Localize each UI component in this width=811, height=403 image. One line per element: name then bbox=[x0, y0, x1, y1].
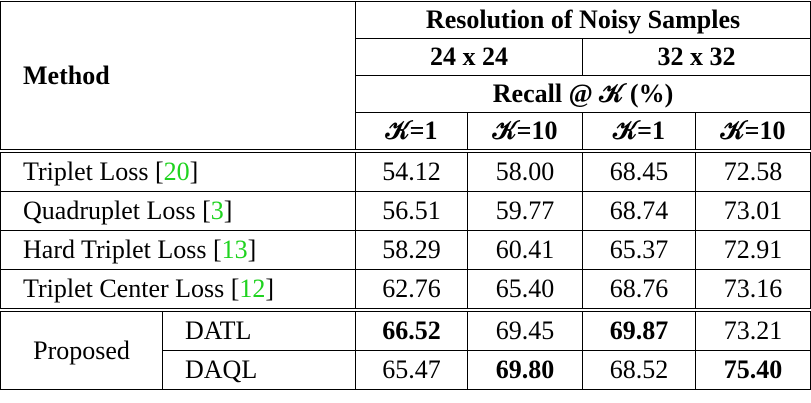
value-cell: 65.37 bbox=[582, 230, 697, 270]
table-row: Quadruplet Loss [3] 56.51 59.77 68.74 73.01 bbox=[0, 191, 811, 231]
k-label: 𝒦=10 bbox=[695, 112, 811, 153]
value-cell: 69.45 bbox=[467, 308, 584, 351]
value-cell: 73.16 bbox=[695, 269, 811, 311]
metric-header: Recall @ 𝒦 (%) bbox=[355, 75, 811, 113]
value-cell: 73.01 bbox=[695, 191, 811, 231]
table-row: Triplet Loss [20] 54.12 58.00 68.45 72.58 bbox=[0, 150, 811, 192]
method-text: Hard Triplet Loss [ bbox=[23, 235, 222, 264]
method-cell: Quadruplet Loss [3] bbox=[0, 191, 357, 231]
value-cell: 68.74 bbox=[582, 191, 697, 231]
group-label: Proposed bbox=[0, 308, 163, 390]
method-text: Triplet Loss [ bbox=[23, 157, 164, 186]
value-cell: 68.52 bbox=[582, 350, 697, 390]
citation: 12 bbox=[239, 274, 266, 303]
value-cell: 58.29 bbox=[355, 230, 469, 270]
method-cell: Hard Triplet Loss [13] bbox=[0, 230, 357, 270]
results-table: Method Resolution of Noisy Samples 24 x … bbox=[0, 1, 811, 390]
method-cell: Triplet Center Loss [12] bbox=[0, 269, 357, 311]
value-cell: 72.91 bbox=[695, 230, 811, 270]
method-cell: Triplet Loss [20] bbox=[0, 150, 357, 192]
citation: 13 bbox=[221, 235, 248, 264]
value-cell: 56.51 bbox=[355, 191, 469, 231]
value-cell: 68.76 bbox=[582, 269, 697, 311]
method-text: ] bbox=[265, 274, 275, 303]
table-row: Proposed DATL 66.52 69.45 69.87 73.21 bbox=[0, 308, 811, 390]
value-cell: 65.47 bbox=[355, 350, 469, 390]
citation: 3 bbox=[210, 196, 224, 225]
value-cell: 59.77 bbox=[467, 191, 584, 231]
method-cell: DATL bbox=[161, 308, 357, 351]
value-cell: 60.41 bbox=[467, 230, 584, 270]
value-cell: 75.40 bbox=[695, 350, 811, 390]
method-header: Method bbox=[0, 1, 357, 153]
method-text: ] bbox=[247, 235, 257, 264]
value-cell: 54.12 bbox=[355, 150, 469, 192]
method-text: ] bbox=[189, 157, 199, 186]
method-cell: DAQL bbox=[161, 350, 357, 390]
table-row: Hard Triplet Loss [13] 58.29 60.41 65.37 72.… bbox=[0, 230, 811, 270]
res-group: 32 x 32 bbox=[582, 38, 811, 76]
table-row: Triplet Center Loss [12] 62.76 65.40 68.76 7… bbox=[0, 269, 811, 311]
k-label: 𝒦=1 bbox=[355, 112, 469, 153]
value-cell: 58.00 bbox=[467, 150, 584, 192]
table-row: DAQL 65.47 69.80 68.52 75.40 bbox=[1, 350, 811, 390]
value-cell: 69.87 bbox=[582, 308, 697, 351]
value-cell: 69.80 bbox=[467, 350, 584, 390]
method-text: Triplet Center Loss [ bbox=[23, 274, 240, 303]
citation: 20 bbox=[163, 157, 190, 186]
value-cell: 66.52 bbox=[355, 308, 469, 351]
res-group: 24 x 24 bbox=[355, 38, 584, 76]
resolution-header: Resolution of Noisy Samples bbox=[355, 1, 811, 39]
method-text: ] bbox=[223, 196, 233, 225]
value-cell: 72.58 bbox=[695, 150, 811, 192]
value-cell: 62.76 bbox=[355, 269, 469, 311]
value-cell: 68.45 bbox=[582, 150, 697, 192]
value-cell: 65.40 bbox=[467, 269, 584, 311]
value-cell: 73.21 bbox=[695, 308, 811, 351]
method-text: Quadruplet Loss [ bbox=[23, 196, 211, 225]
k-label: 𝒦=1 bbox=[582, 112, 697, 153]
k-label: 𝒦=10 bbox=[467, 112, 584, 153]
